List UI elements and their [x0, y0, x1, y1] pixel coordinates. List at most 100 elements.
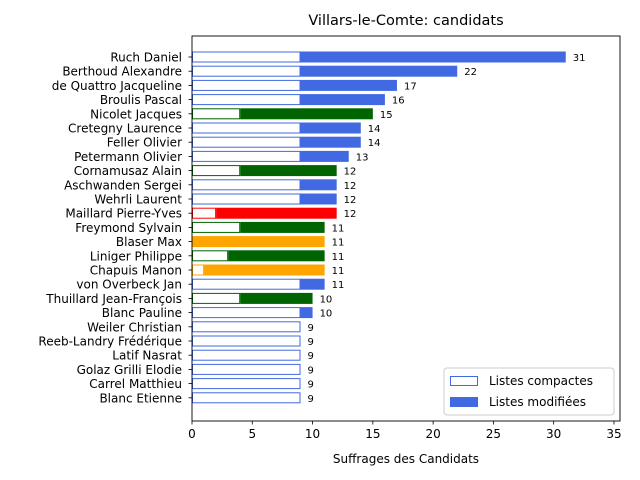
- chart-title: Villars-le-Comte: candidats: [308, 13, 503, 29]
- category-label: Ruch Daniel: [110, 51, 182, 65]
- bar-compact: [192, 378, 301, 390]
- value-label: 14: [368, 124, 381, 135]
- bar-compact: [192, 94, 301, 106]
- bar-compact: [192, 250, 229, 262]
- x-tick-label: 5: [248, 427, 256, 441]
- category-label: Cornamusaz Alain: [74, 164, 182, 178]
- category-label: Blaser Max: [116, 235, 182, 249]
- bar-modified: [300, 79, 397, 91]
- x-axis-label: Suffrages des Candidats: [333, 452, 479, 466]
- legend-box: [443, 367, 615, 416]
- category-label: Reeb-Landry Frédérique: [38, 335, 182, 349]
- category-label: Maillard Pierre-Yves: [65, 207, 182, 221]
- legend-swatch-filled: [450, 397, 478, 407]
- x-tick-label: 30: [546, 427, 561, 441]
- bar-modified: [300, 278, 325, 290]
- bar-modified: [240, 221, 325, 233]
- bar-compact: [192, 264, 205, 276]
- bar-modified: [240, 292, 313, 304]
- bar-modified: [228, 250, 325, 262]
- bar-compact: [192, 207, 217, 219]
- x-tick-label: 25: [486, 427, 501, 441]
- value-label: 11: [332, 280, 345, 291]
- value-label: 9: [308, 337, 314, 348]
- bar-compact: [192, 307, 301, 319]
- x-axis-ticks: 0 5 10 15 20 25 30 35: [188, 56, 622, 441]
- category-label: Liniger Philippe: [90, 249, 182, 263]
- category-label: Petermann Olivier: [74, 150, 182, 164]
- category-label: Aschwanden Sergei: [64, 178, 182, 192]
- bar-modified: [300, 51, 566, 63]
- value-label: 9: [308, 351, 314, 362]
- bar-compact: [192, 179, 301, 191]
- bars-layer: [192, 51, 566, 404]
- category-label: Cretegny Laurence: [68, 122, 182, 136]
- category-label: Blanc Etienne: [99, 391, 182, 405]
- bar-compact: [192, 349, 301, 361]
- bar-compact: [192, 363, 301, 375]
- value-label: 12: [344, 167, 357, 178]
- bar-compact: [192, 221, 241, 233]
- category-label: Wehrli Laurent: [94, 193, 182, 207]
- value-label: 13: [356, 152, 369, 163]
- category-label: de Quattro Jacqueline: [52, 79, 182, 93]
- x-tick-label: 10: [305, 427, 320, 441]
- bar-compact: [192, 65, 301, 77]
- bar-modified: [240, 108, 373, 120]
- value-label: 31: [573, 53, 586, 64]
- category-label: Nicolet Jacques: [90, 107, 182, 121]
- value-label: 10: [320, 309, 333, 320]
- value-label: 9: [308, 394, 314, 405]
- x-tick-label: 0: [188, 427, 196, 441]
- bar-compact: [192, 193, 301, 205]
- bar-modified: [240, 165, 337, 177]
- bar-modified: [300, 150, 349, 162]
- category-label: von Overbeck Jan: [76, 278, 182, 292]
- category-label: Thuillard Jean-François: [45, 292, 182, 306]
- category-label: Carrel Matthieu: [89, 377, 182, 391]
- value-label: 14: [368, 138, 381, 149]
- value-label: 12: [344, 209, 357, 220]
- value-label: 16: [392, 96, 405, 107]
- bar-modified: [300, 179, 337, 191]
- category-label: Chapuis Manon: [90, 264, 182, 278]
- legend: Listes compactes Listes modifiées: [443, 367, 615, 416]
- x-tick-label: 20: [425, 427, 440, 441]
- category-label: Berthoud Alexandre: [62, 65, 182, 79]
- bar-modified: [300, 193, 337, 205]
- legend-swatch-outline: [450, 376, 478, 386]
- bar-compact: [192, 79, 301, 91]
- value-label: 9: [308, 323, 314, 334]
- value-label: 9: [308, 380, 314, 391]
- bar-compact: [192, 165, 241, 177]
- bar-modified: [204, 264, 325, 276]
- value-label: 9: [308, 365, 314, 376]
- value-label: 12: [344, 195, 357, 206]
- value-labels: 31 22 17 16 15 14 14 13 12 12 12 12 11 11 11 11 11 10 10 9 9…: [308, 53, 586, 405]
- legend-label: Listes compactes: [489, 374, 593, 388]
- x-tick-label: 15: [365, 427, 380, 441]
- value-label: 22: [464, 67, 477, 78]
- value-label: 11: [332, 266, 345, 277]
- category-label: Broulis Pascal: [100, 93, 182, 107]
- bar-compact: [192, 392, 301, 404]
- bar-modified: [216, 207, 337, 219]
- value-label: 11: [332, 223, 345, 234]
- value-label: 11: [332, 238, 345, 249]
- bar-compact: [192, 51, 301, 63]
- category-label: Golaz Grilli Elodie: [77, 363, 182, 377]
- bar-compact: [192, 278, 301, 290]
- category-label: Blanc Pauline: [102, 306, 182, 320]
- bar-modified: [192, 236, 325, 248]
- category-label: Freymond Sylvain: [75, 221, 182, 235]
- bar-compact: [192, 122, 301, 134]
- value-label: 17: [404, 81, 417, 92]
- value-label: 15: [380, 110, 393, 121]
- category-label: Feller Olivier: [107, 136, 182, 150]
- value-label: 10: [320, 294, 333, 305]
- bar-compact: [192, 335, 301, 347]
- value-label: 12: [344, 181, 357, 192]
- x-tick-label: 35: [606, 427, 621, 441]
- bar-compact: [192, 136, 301, 148]
